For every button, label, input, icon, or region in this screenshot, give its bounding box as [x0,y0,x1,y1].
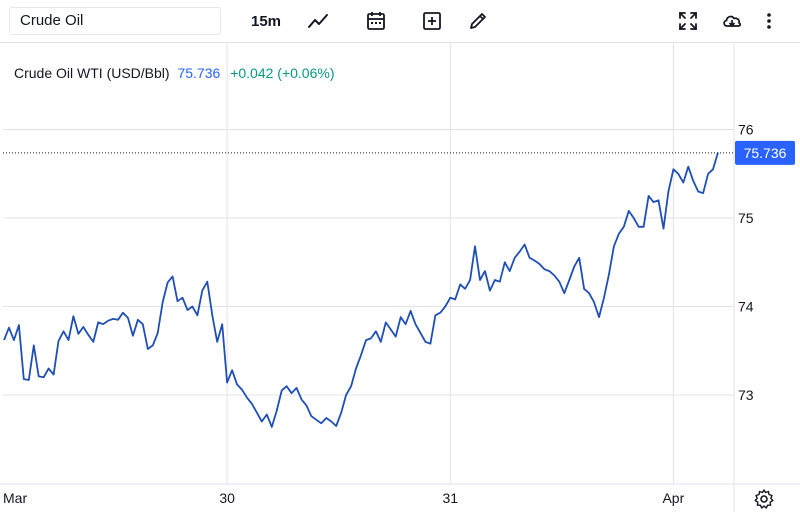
symbol-search-input[interactable]: Crude Oil [9,7,221,35]
line-chart-icon[interactable] [305,8,331,34]
chart-legend: Crude Oil WTI (USD/Bbl) 75.736 +0.042 (+… [14,65,334,81]
series-line [3,152,719,428]
chart-toolbar: Crude Oil 15m [0,0,800,43]
last-price-badge [735,140,795,165]
price-series [3,152,719,428]
x-tick-label: Apr [662,490,684,506]
y-tick-label: 76 [738,122,754,138]
y-tick-label: 75 [738,210,754,226]
legend-change: +0.042 (+0.06%) [230,65,335,81]
add-icon[interactable] [419,8,445,34]
draw-icon[interactable] [465,8,491,34]
x-tick-label: 30 [219,490,235,506]
last-price-label: 75.736 [744,145,787,161]
interval-button[interactable]: 15m [250,12,282,30]
x-tick-label: 31 [442,490,458,506]
more-icon[interactable] [756,8,782,34]
download-icon[interactable] [719,8,745,34]
chart-axes: 73 74 75 76 Mar 30 31 Apr [0,43,800,512]
legend-price: 75.736 [177,65,221,81]
legend-symbol-name: Crude Oil WTI (USD/Bbl) [14,65,170,81]
price-chart[interactable]: 73 74 75 76 Mar 30 31 Apr 75.736 [0,43,800,512]
chart-grid [3,43,734,484]
y-tick-label: 74 [738,299,754,315]
y-tick-label: 73 [738,387,754,403]
price-overlay: 75.736 [3,140,795,165]
settings-gear-icon[interactable] [753,488,775,510]
calendar-icon[interactable] [363,8,389,34]
x-tick-label: Mar [3,490,27,506]
fullscreen-icon[interactable] [675,8,701,34]
